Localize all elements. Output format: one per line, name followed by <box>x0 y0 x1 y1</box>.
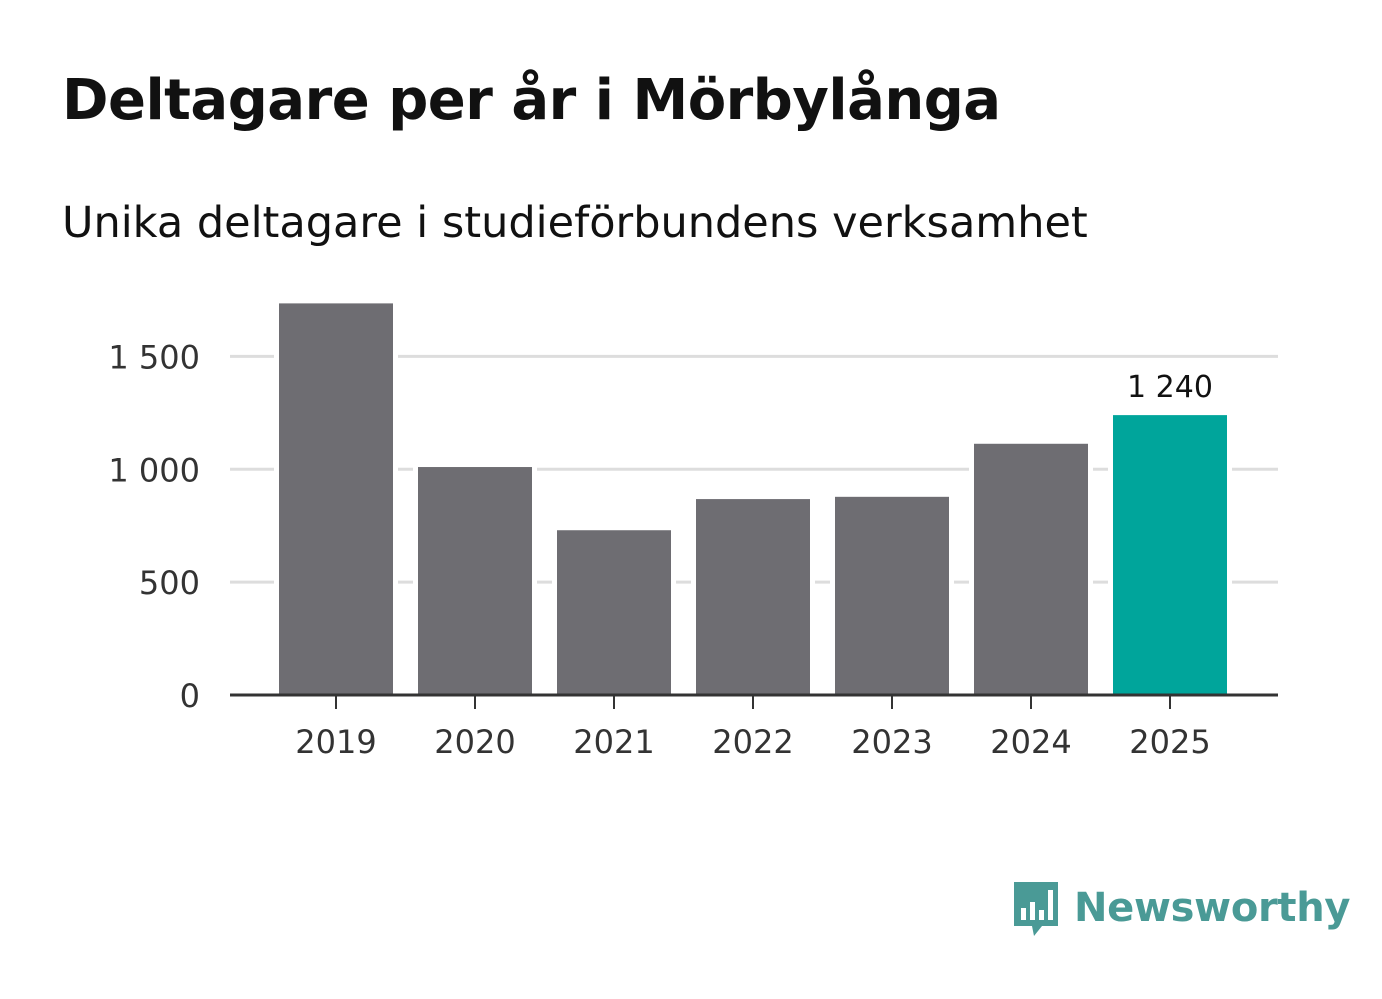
bar <box>557 530 671 695</box>
chart-title: Deltagare per år i Mörbylånga <box>62 68 1001 133</box>
x-tick-label: 2020 <box>434 723 515 761</box>
bar <box>835 496 949 695</box>
chart-subtitle: Unika deltagare i studieförbundens verks… <box>62 198 1088 248</box>
y-tick-label: 1 000 <box>108 451 200 489</box>
x-tick-label: 2024 <box>990 723 1071 761</box>
y-tick-label: 1 500 <box>108 338 200 376</box>
data-label: 1 240 <box>1127 370 1213 405</box>
bar-chart-speech-bubble-icon <box>1014 882 1058 936</box>
brand-name: Newsworthy <box>1074 885 1351 931</box>
bar <box>696 499 810 695</box>
x-tick-label: 2019 <box>295 723 376 761</box>
bar <box>418 467 532 695</box>
x-tick-label: 2022 <box>712 723 793 761</box>
x-tick-label: 2021 <box>573 723 654 761</box>
x-tick-label: 2025 <box>1129 723 1210 761</box>
y-tick-label: 0 <box>180 677 200 715</box>
newsworthy-logo: Newsworthy <box>1010 878 1351 938</box>
y-tick-label: 500 <box>139 564 200 602</box>
bar <box>1113 415 1227 695</box>
x-tick-label: 2023 <box>851 723 932 761</box>
bar <box>974 443 1088 695</box>
bar <box>279 303 393 695</box>
